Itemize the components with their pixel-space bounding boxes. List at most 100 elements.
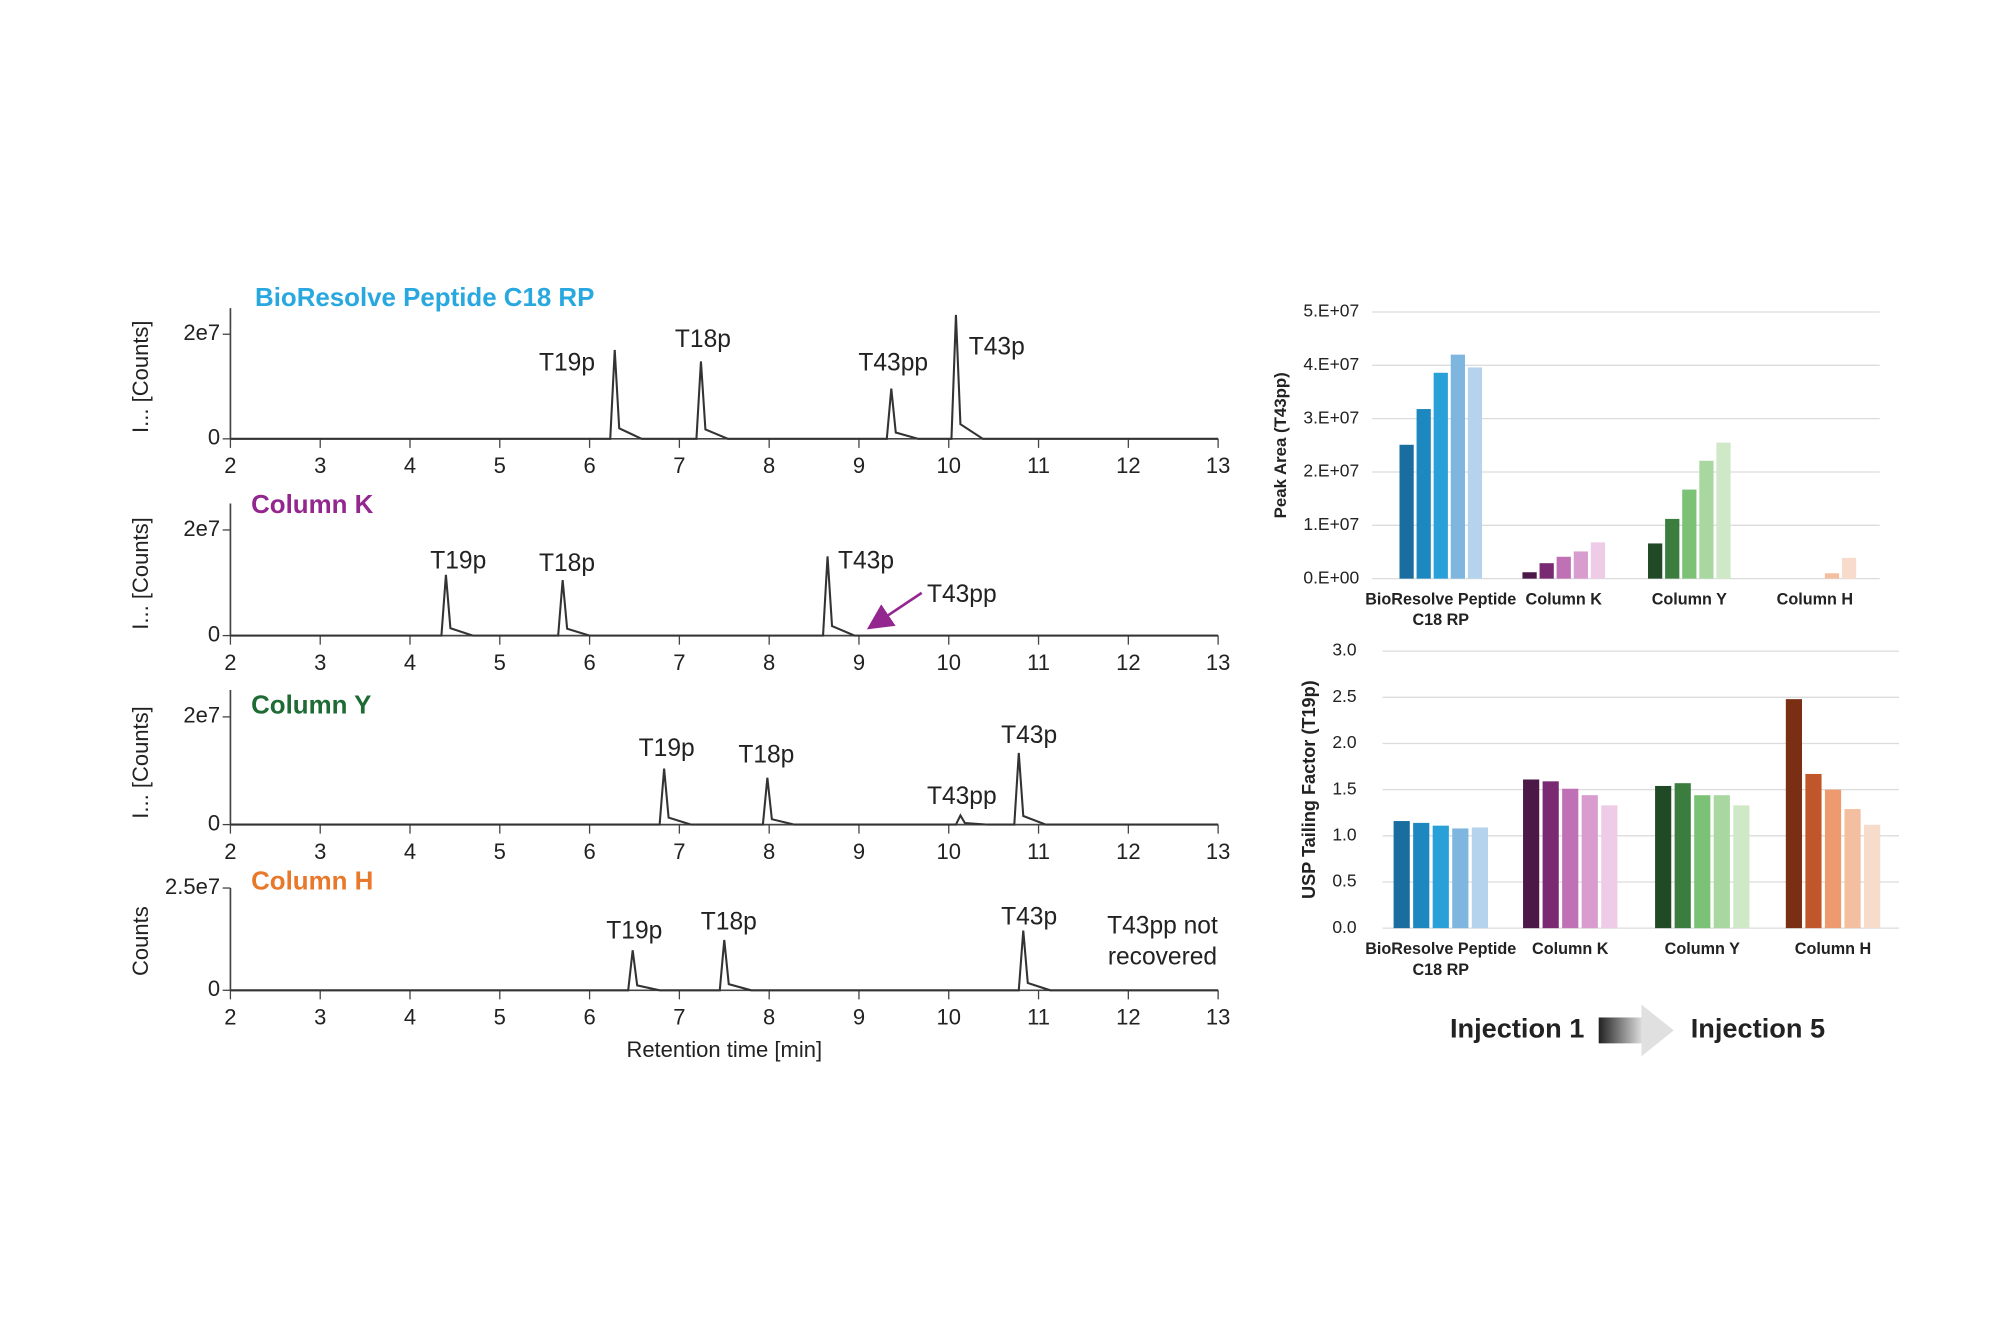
x-tick-label: 4 [404,650,416,675]
x-tick-label: BioResolve Peptide C18 RP [1365,590,1517,630]
x-tick-label: 11 [1027,1005,1050,1030]
chart-title: Column H [251,868,373,896]
y-tick-label: 1.E+07 [1303,514,1359,534]
legend-from: Injection 1 [1450,1013,1584,1044]
x-tick-label: Column H [1794,939,1872,958]
x-tick-label: 6 [583,453,595,478]
x-tick-label: 11 [1027,453,1050,478]
x-tick-label: Column K [1525,590,1602,609]
x-tick-label: 9 [853,839,865,864]
x-tick-label: 5 [494,453,506,478]
x-tick-label: 3 [314,453,326,478]
y-tick-label: 2e7 [183,320,220,345]
x-tick-label: 6 [583,650,595,675]
x-tick-label: Column Y [1664,939,1740,958]
bar [1556,556,1571,579]
note: T43pp not [1107,912,1218,939]
x-tick-label: 13 [1206,839,1230,864]
x-tick-label: 2 [224,1005,236,1030]
x-tick-label: 9 [853,453,865,478]
x-tick-label: 3 [314,839,326,864]
x-tick-label: 10 [937,839,961,864]
bar [1416,409,1431,579]
chart-title: BioResolve Peptide C18 RP [255,284,594,312]
peak-label: T19p [606,918,662,945]
y-tick-label: 0 [208,810,220,835]
x-tick-label: 3 [314,1005,326,1030]
chart-title: Column K [251,491,373,519]
x-tick-label: 11 [1027,650,1050,675]
x-tick-label: 4 [404,1005,416,1030]
bar [1523,779,1540,929]
legend-arrow-head [1641,1004,1674,1057]
x-tick-label: 4 [404,453,416,478]
x-tick-label: 11 [1027,839,1050,864]
y-tick-label: 2.5 [1332,686,1356,706]
bar [1694,795,1711,929]
bar [1581,795,1598,929]
y-tick-label: 0.E+00 [1303,567,1359,587]
peak-label: T43pp [927,581,997,608]
bar [1682,489,1697,579]
bar [1713,795,1730,929]
x-tick-label: 8 [763,839,775,864]
y-tick-label: 2e7 [183,703,220,728]
x-tick-label: 12 [1116,453,1140,478]
x-tick-label: 10 [937,1005,961,1030]
x-tick-label: 12 [1116,1005,1140,1030]
y-tick-label: 5.E+07 [1303,301,1359,321]
peak-label: T43p [1001,903,1057,930]
y-tick-label: 0 [208,621,220,646]
trace [230,752,1219,826]
x-tick-label: 5 [494,650,506,675]
x-tick-label: 3 [314,650,326,675]
x-tick-label: 2 [224,839,236,864]
peak-label: T43pp [858,349,928,376]
peak-label: T18p [539,550,595,577]
bar [1522,572,1537,579]
peak-label: T19p [430,547,486,574]
bar [1590,542,1606,579]
y-axis-title: Counts [128,906,153,976]
bar [1805,773,1822,929]
x-tick-label: 8 [763,650,775,675]
x-tick-label: 9 [853,1005,865,1030]
trace [230,930,1219,992]
bar [1432,825,1449,929]
bar [1450,354,1465,579]
y-tick-label: 0 [208,976,220,1001]
x-tick-label: 9 [853,650,865,675]
bar [1655,785,1672,929]
legend-arrow [1598,1017,1643,1044]
bar [1648,543,1663,579]
x-tick-label: 6 [583,1005,595,1030]
y-axis-title: USP Tailing Factor (T19p) [1299,680,1319,899]
x-tick-label: 12 [1116,650,1140,675]
bar [1413,822,1430,929]
x-tick-label: 7 [673,1005,685,1030]
x-tick-label: 13 [1206,1005,1230,1030]
x-tick-label: 8 [763,453,775,478]
bar [1601,805,1618,929]
x-tick-label: 6 [583,839,595,864]
trace [230,314,1219,440]
y-tick-label: 0.0 [1332,917,1357,937]
bar [1471,827,1488,929]
peak-label: T18p [738,741,794,768]
bar [1399,444,1414,579]
bar [1665,518,1680,579]
bar [1824,573,1840,579]
y-tick-label: 2e7 [183,516,220,541]
x-axis-title: Retention time [min] [626,1037,822,1062]
y-tick-label: 0.5 [1332,871,1356,891]
bar [1785,699,1803,929]
bar [1542,781,1559,929]
x-tick-label: 10 [937,453,961,478]
bar [1864,824,1881,929]
x-tick-label: 4 [404,839,416,864]
y-axis-title: I... [Counts] [128,320,153,433]
peak-label: T43pp [927,783,997,810]
x-tick-label: 2 [224,453,236,478]
